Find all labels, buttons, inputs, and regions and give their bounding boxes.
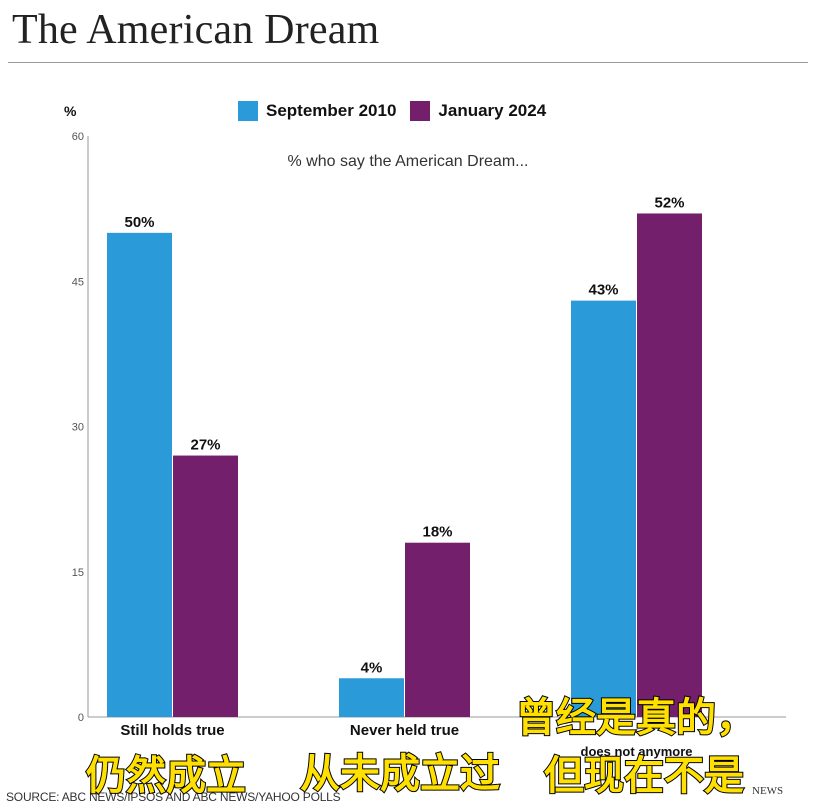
y-tick-label: 15: [72, 567, 84, 579]
chart-legend: September 2010 January 2024: [238, 101, 560, 121]
bar: [173, 455, 238, 717]
legend-item-series1: September 2010: [238, 101, 396, 121]
bar: [107, 232, 172, 718]
bar: [405, 542, 470, 717]
bar: [339, 678, 404, 717]
bar: [637, 213, 702, 717]
data-label: 27%: [190, 437, 220, 454]
subtitle-still-holds: 仍然成立: [85, 754, 247, 798]
legend-swatch-series2: [410, 101, 431, 121]
y-tick-label: 0: [78, 712, 84, 724]
chart-annotation: % who say the American Dream...: [288, 153, 529, 170]
subtitle-never-held: 从未成立过: [299, 752, 501, 796]
legend-swatch-series1: [238, 101, 258, 121]
y-tick-label: 60: [72, 131, 84, 143]
legend-item-series2: January 2024: [410, 101, 546, 121]
bar: [571, 300, 636, 717]
category-label: does not anymore: [581, 744, 693, 759]
source-note: SOURCE: ABC NEWS/IPSOS AND ABC NEWS/YAHO…: [6, 790, 341, 804]
legend-label-series2: January 2024: [438, 101, 547, 120]
data-label: 43%: [588, 282, 618, 299]
subtitle-used-to-line1: 曾经是真的，: [515, 696, 757, 740]
brand-logo-text: NEWS: [752, 785, 784, 797]
data-label: 52%: [654, 194, 684, 211]
y-tick-label: 45: [72, 276, 84, 288]
category-label: Never held true: [350, 722, 459, 739]
subtitle-used-to-line2: 但现在不是: [543, 754, 745, 798]
y-tick-label: 30: [72, 422, 84, 434]
title-divider: [8, 62, 808, 63]
y-axis-unit: %: [64, 103, 77, 119]
data-label: 50%: [124, 214, 154, 231]
category-label: Still holds true: [120, 722, 224, 739]
data-label: 4%: [361, 659, 383, 676]
legend-label-series1: September 2010: [266, 101, 397, 120]
page-title: The American Dream: [12, 7, 380, 53]
data-label: 18%: [422, 524, 452, 541]
